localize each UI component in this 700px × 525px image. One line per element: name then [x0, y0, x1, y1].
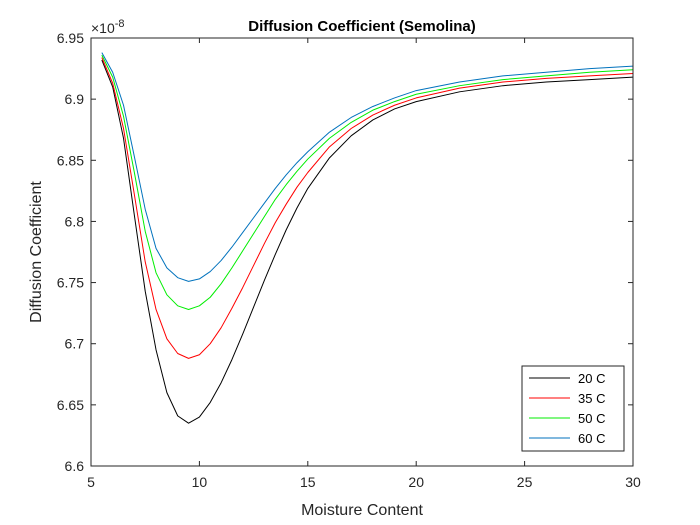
- y-tick-label: 6.65: [57, 397, 84, 413]
- y-tick-label: 6.7: [65, 336, 85, 352]
- legend: 20 C 35 C 50 C 60 C: [521, 365, 625, 452]
- x-tick-label: 20: [408, 474, 424, 490]
- y-axis-exponent: ×10-8: [91, 18, 125, 36]
- legend-entry-label: 60 C: [578, 431, 605, 446]
- series-line-50-c: [101, 54, 633, 310]
- series-group: [101, 52, 633, 424]
- legend-entry-label: 50 C: [578, 411, 605, 426]
- legend-entry-label: 20 C: [578, 371, 605, 386]
- x-tick-label: 10: [192, 474, 208, 490]
- axes: 5 10 15 20 25 30 6.6 6.65 6.7 6.75 6.8 6.85 6.9 6.95: [57, 30, 641, 490]
- x-axis-label: Moisture Content: [301, 502, 423, 519]
- x-tick-label: 5: [87, 474, 95, 490]
- x-tick-label: 15: [300, 474, 316, 490]
- y-tick-label: 6.95: [57, 30, 84, 46]
- chart-title: Diffusion Coefficient (Semolina): [248, 18, 476, 35]
- y-axis-label: Diffusion Coefficient: [28, 181, 45, 323]
- y-tick-label: 6.8: [65, 213, 85, 229]
- series-line-60-c: [101, 52, 633, 282]
- x-tick-label: 30: [625, 474, 641, 490]
- axes-box: [90, 37, 634, 467]
- series-line-20-c: [101, 59, 633, 424]
- y-tick-label: 6.85: [57, 152, 84, 168]
- x-tick-label: 25: [517, 474, 533, 490]
- y-tick-label: 6.75: [57, 275, 84, 291]
- y-exponent-prefix: ×10: [91, 20, 115, 36]
- legend-entry-label: 35 C: [578, 391, 605, 406]
- y-tick-label: 6.6: [65, 458, 85, 474]
- y-tick-label: 6.9: [65, 91, 85, 107]
- legend-box: [521, 365, 625, 452]
- series-line-35-c: [101, 57, 633, 359]
- y-exponent-power: -8: [115, 18, 125, 30]
- plot-area: [101, 52, 633, 424]
